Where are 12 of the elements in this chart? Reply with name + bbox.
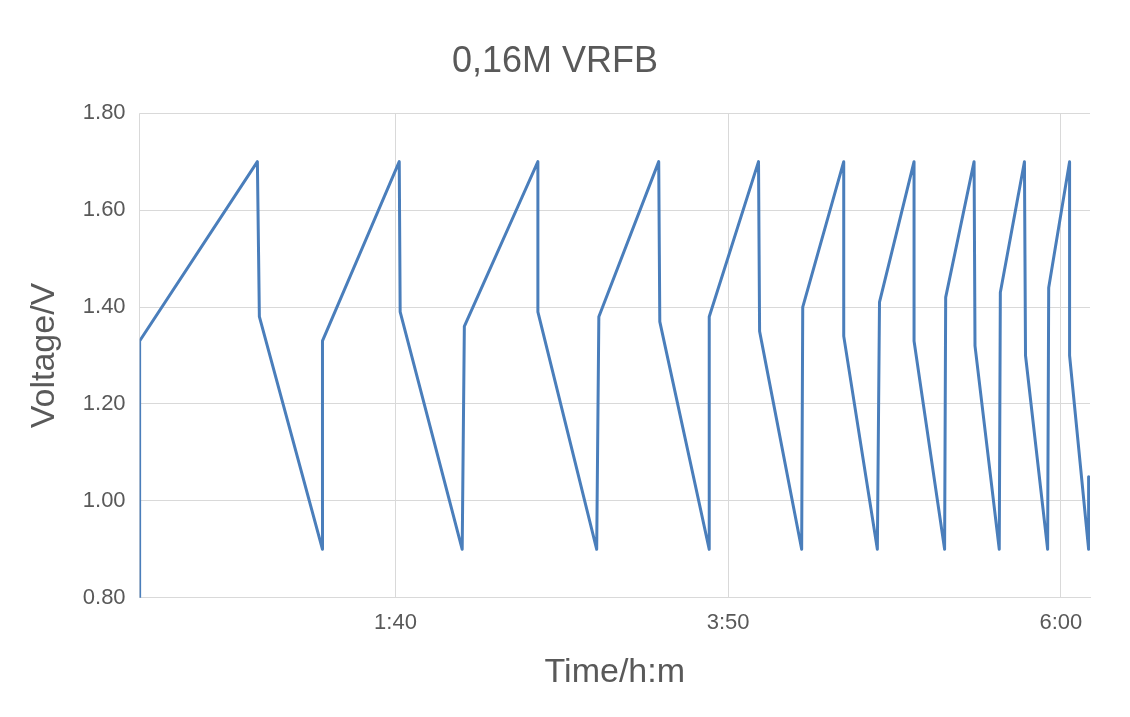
chart-title: 0,16M VRFB: [451, 38, 659, 80]
y-axis-title: Voltage/V: [22, 282, 61, 429]
x-tick-label: 3:50: [706, 609, 750, 635]
y-tick-label: 1.00: [82, 486, 126, 512]
x-axis-title: Time/h:m: [544, 650, 686, 689]
y-tick-label: 1.40: [82, 293, 126, 319]
y-tick-label: 1.60: [82, 196, 126, 222]
y-tick-label: 0.80: [82, 583, 126, 609]
y-tick-label: 1.20: [82, 390, 126, 416]
x-tick-label: 1:40: [374, 609, 417, 635]
x-tick-label: 6:00: [1039, 609, 1083, 635]
y-tick-label: 1.80: [82, 99, 126, 125]
